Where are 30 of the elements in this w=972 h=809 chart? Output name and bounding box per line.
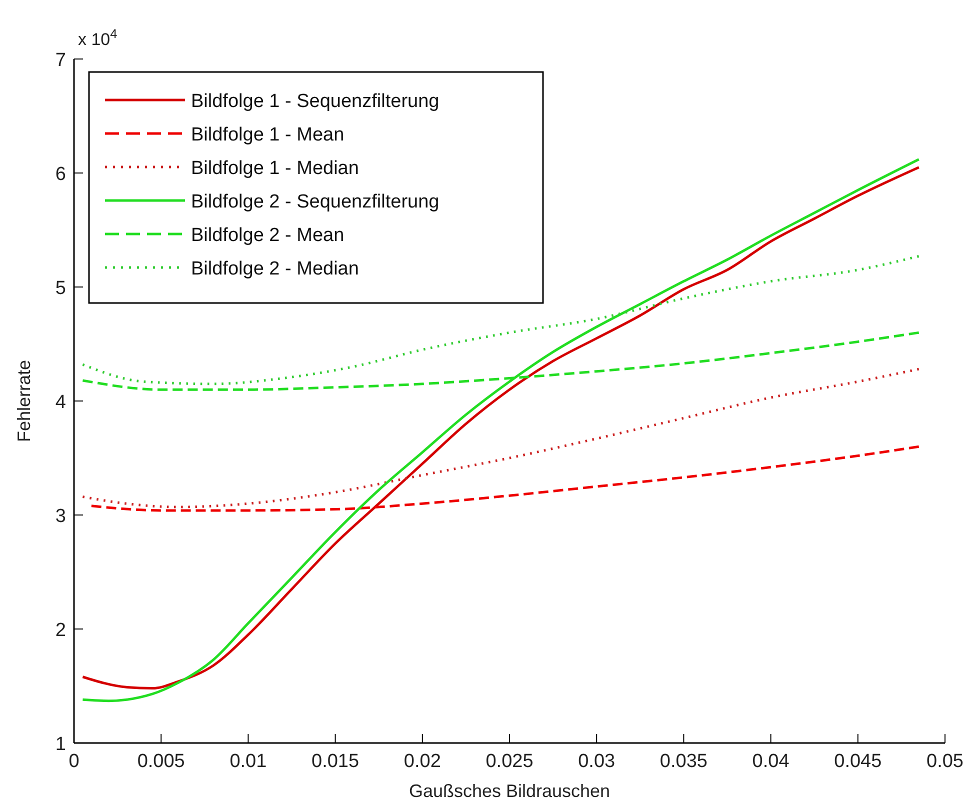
legend-label: Bildfolge 2 - Sequenzfilterung (191, 192, 440, 212)
x-axis-title: Gaußsches Bildrauschen (408, 781, 610, 801)
legend-label: Bildfolge 1 - Mean (191, 124, 344, 146)
y-tick-label: 5 (55, 278, 66, 299)
y-tick-label: 6 (55, 164, 66, 185)
x-tick-label: 0.005 (137, 751, 185, 772)
y-tick-label: 2 (55, 620, 66, 641)
x-tick-label: 0.04 (752, 751, 790, 772)
y-tick-label: 7 (55, 50, 66, 71)
x-tick-label: 0.015 (312, 751, 360, 772)
legend-label: Bildfolge 1 - Sequenzfilterung (191, 91, 440, 112)
line-series (90, 445, 920, 512)
line-series (81, 368, 920, 508)
x-tick-label: 0.05 (926, 751, 964, 772)
legend-label: Bildfolge 2 - Mean (191, 225, 344, 246)
x-tick-label: 0.035 (660, 751, 708, 772)
x-tick-label: 0.02 (404, 751, 441, 772)
line-series (81, 254, 920, 386)
y-tick-label: 1 (55, 734, 66, 755)
text: x 10$^{4}$ (78, 26, 118, 49)
y-axis-title: Fehlerrate (14, 360, 34, 442)
x-tick-label: 0.01 (230, 751, 267, 772)
x-tick-label: 0 (68, 751, 80, 772)
legend-label: Bildfolge 1 - Median (191, 158, 359, 179)
y-tick-label: 3 (55, 506, 66, 527)
legend-label: Bildfolge 2 - Median (191, 258, 359, 280)
y-tick-label: 4 (55, 392, 66, 413)
x-tick-label: 0.025 (486, 751, 534, 772)
x-tick-label: 0.045 (834, 751, 882, 772)
x-tick-label: 0.03 (578, 751, 616, 772)
